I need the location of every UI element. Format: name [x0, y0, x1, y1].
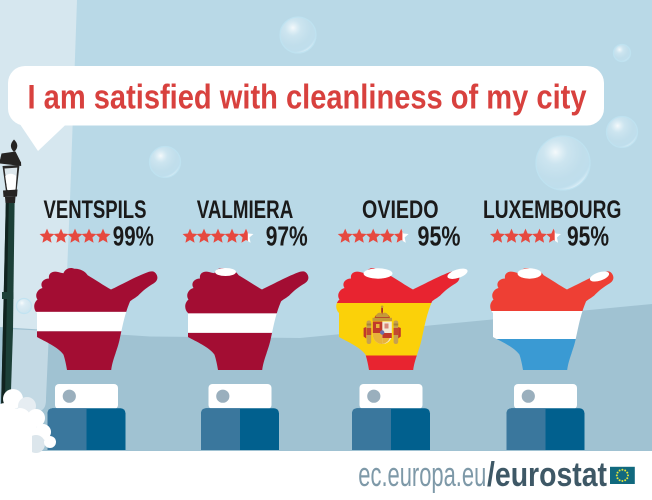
svg-text:/eurostat: /eurostat [487, 456, 607, 494]
svg-text:VALMIERA: VALMIERA [197, 196, 294, 224]
svg-text:OVIEDO: OVIEDO [362, 196, 439, 224]
svg-text:95%: 95% [567, 221, 609, 252]
svg-text:95%: 95% [418, 221, 461, 252]
svg-text:ec.europa.eu: ec.europa.eu [358, 456, 486, 494]
svg-text:I am satisfied with cleanlines: I am satisfied with cleanliness of my ci… [28, 79, 587, 117]
svg-text:99%: 99% [113, 221, 154, 252]
svg-text:97%: 97% [266, 221, 308, 252]
svg-text:LUXEMBOURG: LUXEMBOURG [483, 196, 621, 224]
svg-text:VENTSPILS: VENTSPILS [44, 196, 147, 224]
